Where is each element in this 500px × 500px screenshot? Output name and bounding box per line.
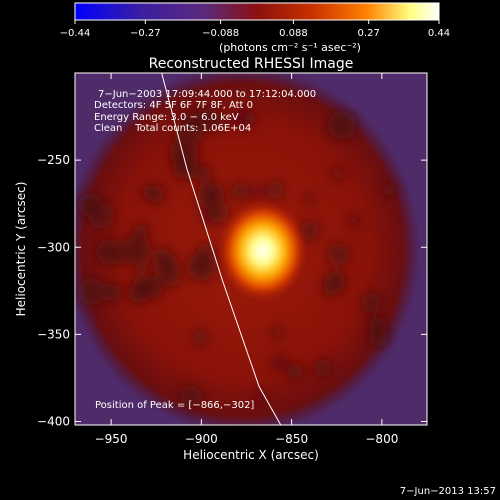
emission-blob (153, 248, 173, 268)
emission-blob (187, 251, 217, 282)
emission-blob (180, 112, 198, 130)
emission-blob (300, 220, 320, 241)
colorbar-unit-label: (photons cm⁻² s⁻¹ asec⁻²) (219, 41, 361, 54)
y-tick-label: −350 (37, 327, 70, 341)
y-tick-label: −300 (37, 240, 70, 254)
colorbar-tick-label: 0.27 (358, 28, 380, 39)
colorbar-tick-label: 0.44 (428, 28, 450, 39)
emission-blob (122, 234, 151, 263)
annotation-detectors: Detectors: 4F 5F 6F 7F 8F, Att 0 (94, 100, 253, 111)
colorbar-ticks: −0.44 −0.27 −0.088 0.088 0.27 0.44 (60, 20, 450, 39)
annotation-time: 7−Jun−2003 17:09:44.000 to 17:12:04.000 (98, 89, 316, 100)
emission-blob (313, 358, 333, 378)
emission-blob (367, 326, 388, 347)
colorbar-tick-label: −0.27 (130, 28, 161, 39)
annotation-energy: Energy Range: 3.0 − 6.0 keV (94, 112, 239, 123)
colorbar-tick-label: −0.44 (60, 28, 91, 39)
y-axis-label: Heliocentric Y (arcsec) (14, 182, 28, 317)
emission-blob (347, 214, 361, 227)
emission-blob (77, 277, 105, 306)
emission-blob (140, 276, 163, 299)
emission-blob (269, 353, 288, 372)
chart-title: Reconstructed RHESSI Image (149, 56, 354, 72)
emission-blob (95, 238, 122, 266)
emission-blob (331, 167, 345, 181)
footer-date: 7−Jun−2013 13:57 (400, 486, 496, 497)
dark-blobs (77, 106, 397, 408)
emission-blob (229, 108, 252, 131)
emission-blob (327, 110, 357, 140)
emission-blob (199, 206, 220, 226)
solar-limb-line (161, 73, 282, 425)
x-tick-label: −900 (185, 432, 218, 446)
colorbar-tick-label: 0.088 (279, 28, 308, 39)
emission-blob (179, 384, 203, 408)
emission-blob (192, 329, 209, 346)
emission-blob (327, 243, 351, 266)
emission-blob (253, 390, 269, 406)
emission-blob (172, 153, 199, 180)
peak-position-label: Position of Peak = [−866,−302] (95, 400, 254, 411)
emission-blob (287, 362, 304, 380)
emission-blob (102, 283, 121, 302)
emission-blob (250, 184, 266, 200)
emission-blob (360, 292, 382, 313)
axis-ticks: −950 −900 −850 −800 −250 −300 −350 −400 (37, 73, 427, 446)
emission-blob (382, 182, 397, 198)
emission-blob (78, 192, 102, 217)
emission-blob (196, 184, 222, 209)
colorbar (74, 2, 440, 21)
colorbar-tick-label: −0.088 (202, 28, 239, 39)
flare-peak (218, 200, 307, 301)
emission-blob (266, 180, 285, 199)
y-tick-label: −400 (37, 415, 70, 429)
emission-blob (302, 192, 315, 206)
y-tick-label: −250 (37, 153, 70, 167)
image-area (75, 73, 427, 425)
emission-blob (208, 113, 226, 131)
plot-frame (74, 72, 428, 426)
x-tick-label: −850 (275, 432, 308, 446)
x-tick-label: −800 (365, 432, 398, 446)
annotation-clean: Clean Total counts: 1.06E+04 (94, 123, 251, 134)
emission-blob (271, 326, 284, 340)
emission-blob (324, 271, 346, 292)
x-axis-label: Heliocentric X (arcsec) (183, 448, 319, 462)
emission-blob (195, 166, 211, 182)
emission-blob (369, 314, 383, 329)
emission-blob (232, 182, 249, 200)
emission-blob (142, 184, 157, 199)
x-tick-label: −950 (95, 432, 128, 446)
